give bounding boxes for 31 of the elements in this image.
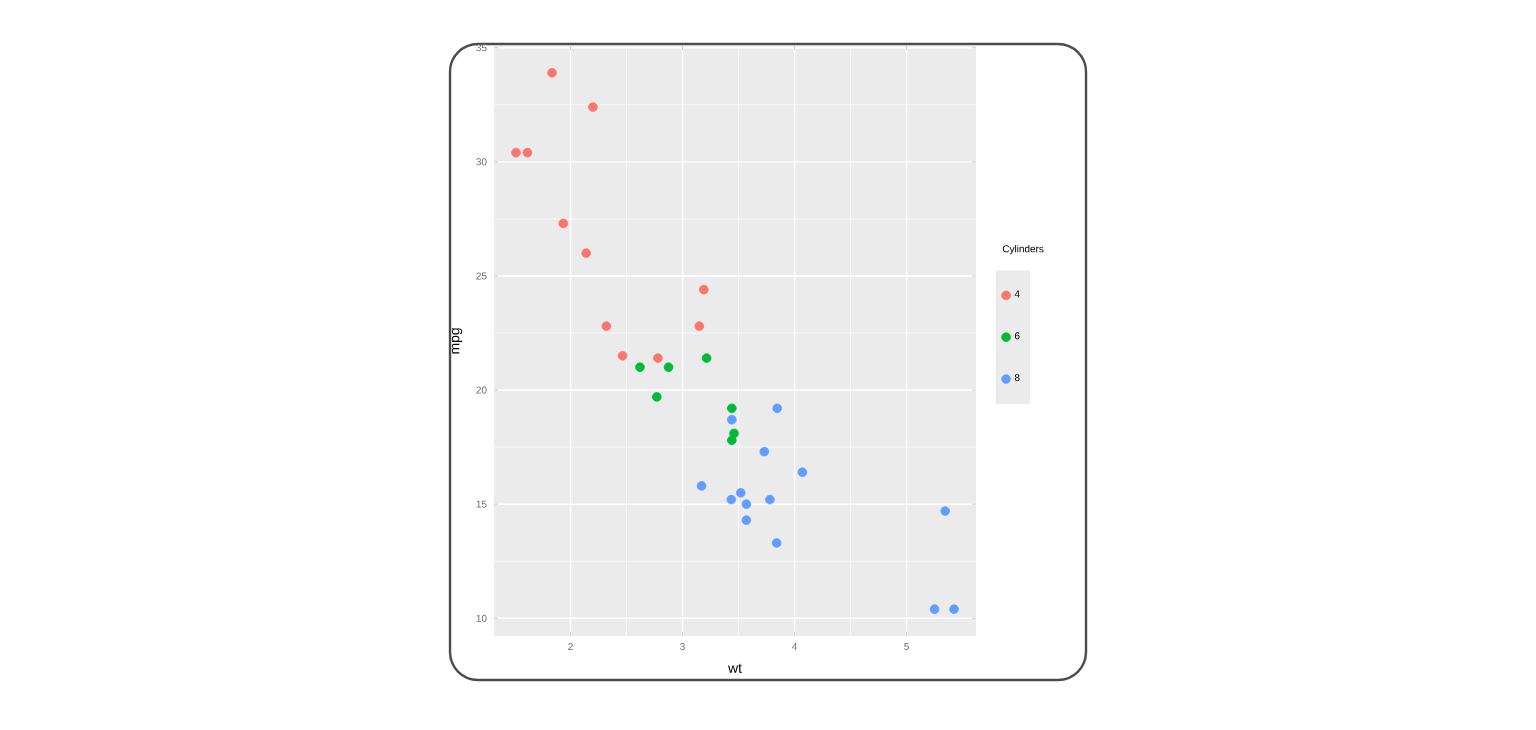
point: [726, 494, 737, 505]
point: [765, 494, 775, 505]
point: [949, 604, 959, 614]
point: [588, 102, 598, 112]
point: [797, 467, 808, 478]
point: [547, 68, 557, 78]
point: [601, 321, 612, 331]
point: [581, 248, 591, 258]
point: [940, 506, 950, 516]
point: [699, 284, 709, 295]
point: [736, 487, 746, 498]
point: [741, 499, 752, 509]
point: [694, 321, 705, 331]
point: [929, 604, 940, 614]
point: [771, 538, 782, 548]
point: [653, 353, 663, 363]
point: [558, 218, 569, 229]
point: [772, 403, 782, 414]
point: [663, 362, 674, 373]
point: [759, 446, 770, 457]
point: [727, 435, 737, 446]
point: [727, 414, 737, 425]
point: [522, 147, 533, 158]
point: [635, 362, 645, 373]
point: [701, 353, 712, 363]
point: [651, 392, 662, 402]
point: [617, 351, 628, 361]
point: [511, 147, 521, 158]
point: [727, 403, 737, 414]
point: [696, 481, 707, 491]
point: [741, 515, 752, 525]
